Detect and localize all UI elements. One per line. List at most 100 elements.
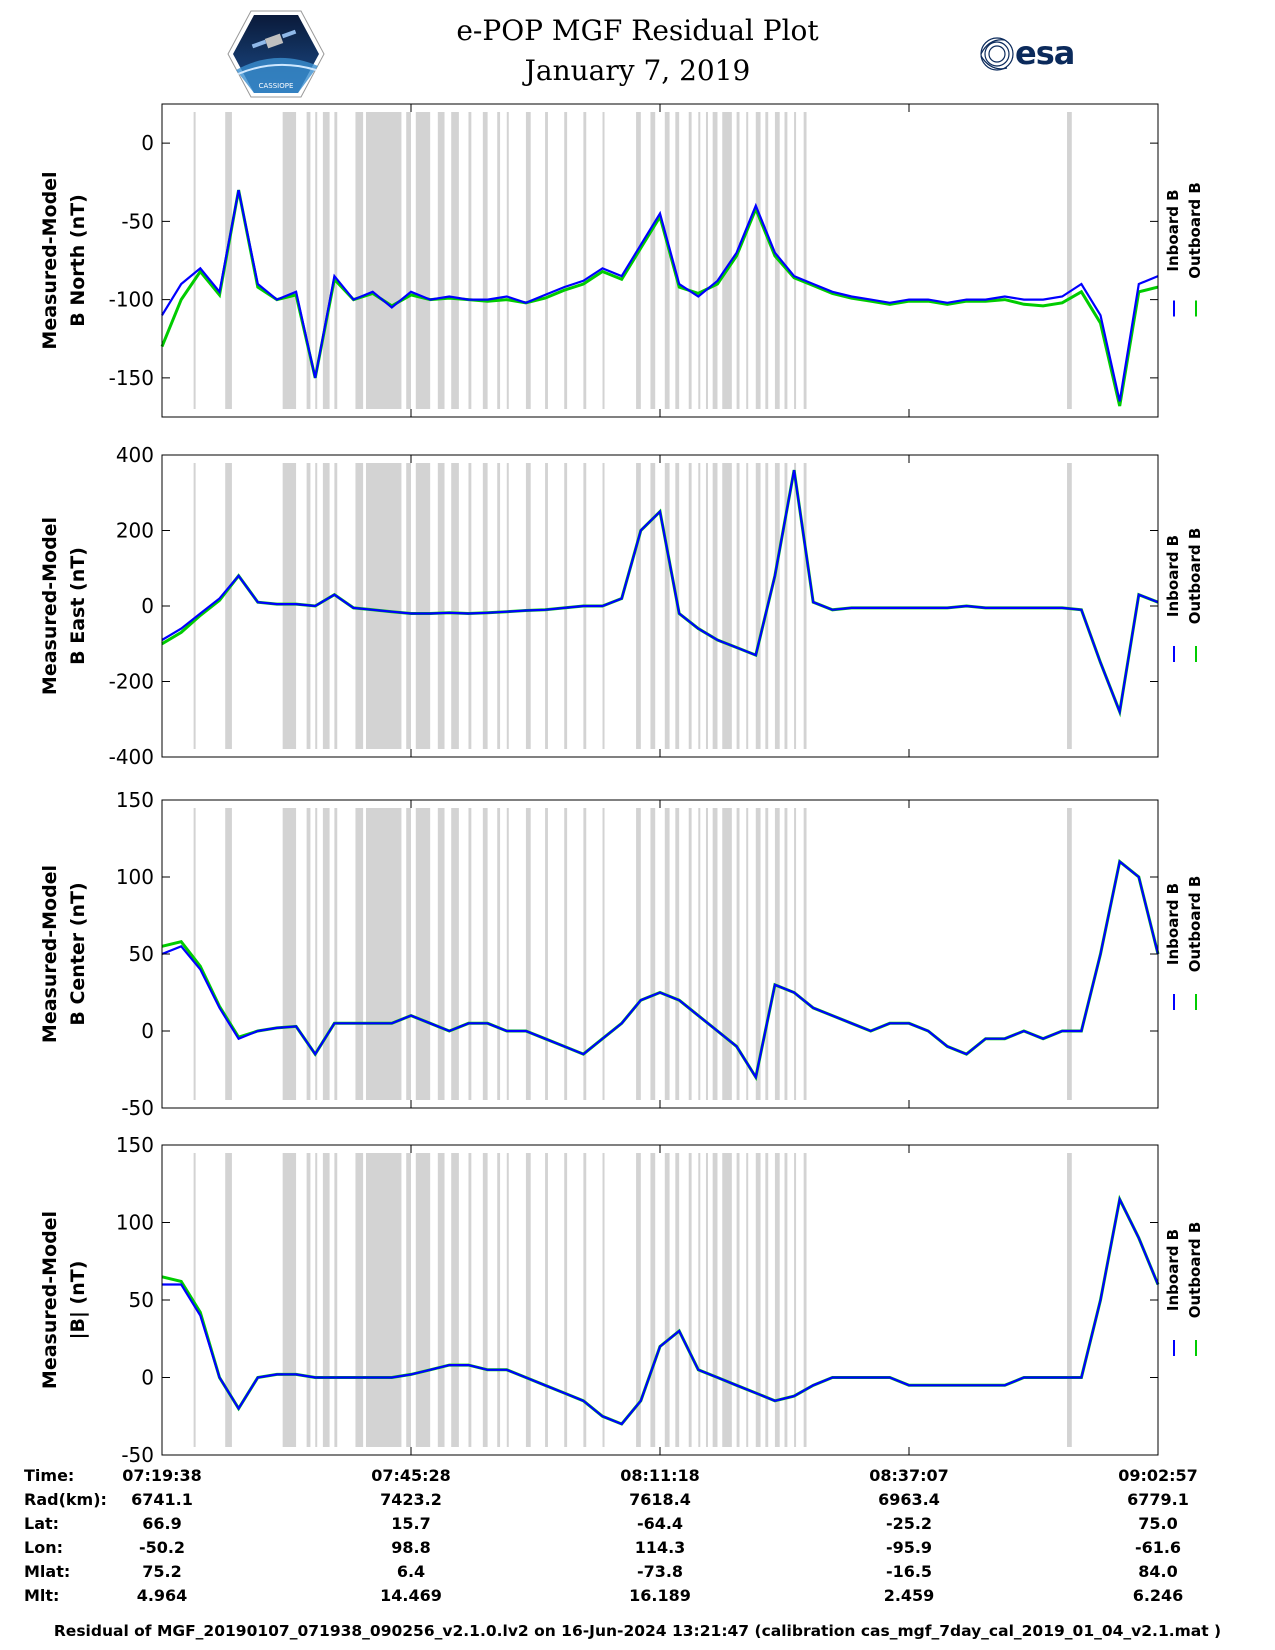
data-gap-band xyxy=(482,808,488,1100)
data-gap-band xyxy=(602,808,605,1100)
data-gap-band xyxy=(355,463,364,749)
data-gap-band xyxy=(705,808,708,1100)
data-gap-band xyxy=(365,463,402,749)
panel-4: 150 100 50 0 -50 Measured-Model |B| (nT) Inboar… xyxy=(39,1133,1204,1467)
data-gap-band xyxy=(636,1153,641,1447)
data-gap-band xyxy=(650,808,656,1100)
data-gap-band xyxy=(583,808,587,1100)
y-tick-label: -100 xyxy=(109,288,154,312)
data-gap-band xyxy=(765,112,769,409)
footer-caption: Residual of MGF_20190107_071938_090256_v… xyxy=(53,1622,1222,1640)
data-gap-band xyxy=(1067,463,1072,749)
y-axis-label: B North (nT) xyxy=(67,194,89,327)
data-gap-band xyxy=(794,463,797,749)
data-gap-band xyxy=(334,1153,338,1447)
data-gap-band xyxy=(525,463,531,749)
cassiope-logo: CASSIOPE xyxy=(226,8,326,100)
data-gap-band xyxy=(468,463,472,749)
data-gap-band xyxy=(415,463,431,749)
data-gap-band xyxy=(282,112,297,409)
data-gap-band xyxy=(602,1153,605,1447)
data-gap-band xyxy=(583,112,587,409)
data-gap-band xyxy=(784,1153,788,1447)
data-gap-band xyxy=(365,808,402,1100)
outboard-legend-label: Outboard B xyxy=(1186,182,1204,279)
data-gap-band xyxy=(698,112,701,409)
page-header: CASSIOPE e-POP MGF Residual Plot January… xyxy=(0,0,1275,100)
data-gap-band xyxy=(406,808,411,1100)
y-tick-label: 0 xyxy=(141,1366,154,1390)
data-gap-band xyxy=(334,463,338,749)
data-gap-band xyxy=(636,463,641,749)
data-gap-band xyxy=(315,808,318,1100)
data-gap-band xyxy=(675,1153,680,1447)
data-gap-band xyxy=(602,112,605,409)
data-gap-band xyxy=(746,112,749,409)
panel-2: 400 200 0 -200 -400 Measured-Model B East (nT)… xyxy=(39,443,1204,769)
data-gap-band xyxy=(698,1153,701,1447)
y-tick-label: -50 xyxy=(121,209,154,233)
data-gap-band xyxy=(437,112,445,409)
data-gap-band xyxy=(497,112,501,409)
data-gap-band xyxy=(736,112,740,409)
data-gap-band xyxy=(698,463,701,749)
data-gap-band xyxy=(334,808,338,1100)
data-gap-band xyxy=(722,112,732,409)
data-gap-band xyxy=(525,112,531,409)
inboard-series-line xyxy=(161,189,1159,402)
data-gap-band xyxy=(774,463,780,749)
y-tick-label: 150 xyxy=(116,788,154,812)
chart-title: e-POP MGF Residual Plot xyxy=(456,14,819,47)
data-gap-band xyxy=(722,1153,732,1447)
data-gap-band xyxy=(675,808,680,1100)
plot-frame xyxy=(161,103,1159,418)
data-gap-band xyxy=(664,463,670,749)
data-gap-band xyxy=(698,808,701,1100)
data-gap-band xyxy=(664,808,670,1100)
data-gap-band xyxy=(712,112,718,409)
data-gap-band xyxy=(525,808,531,1100)
data-gap-band xyxy=(315,1153,318,1447)
y-axis-label: Measured-Model xyxy=(39,1211,61,1389)
data-gap-band xyxy=(664,1153,670,1447)
data-gap-band xyxy=(506,112,509,409)
y-tick-label: -50 xyxy=(121,1443,154,1467)
data-gap-band xyxy=(688,463,692,749)
data-gap-band xyxy=(688,1153,692,1447)
data-gap-band xyxy=(506,1153,509,1447)
y-tick-label: 50 xyxy=(129,1288,154,1312)
y-tick-label: -400 xyxy=(109,745,154,769)
data-gap-band xyxy=(746,808,749,1100)
esa-logo: esa xyxy=(975,34,1095,74)
data-gap-band xyxy=(315,112,318,409)
data-gap-band xyxy=(225,112,232,409)
data-gap-band xyxy=(736,808,740,1100)
data-gap-band xyxy=(705,1153,708,1447)
y-axis-label: Measured-Model xyxy=(39,517,61,695)
y-tick-label: 0 xyxy=(141,1019,154,1043)
data-gap-band xyxy=(468,808,472,1100)
y-axis-label: Measured-Model xyxy=(39,865,61,1043)
data-gap-band xyxy=(545,808,548,1100)
data-gap-band xyxy=(688,112,692,409)
data-gap-band xyxy=(705,112,708,409)
data-gap-band xyxy=(784,463,788,749)
plot-frame xyxy=(161,799,1159,1109)
data-gap-band xyxy=(755,463,761,749)
inboard-legend-label: Inboard B xyxy=(1164,883,1182,965)
data-gap-band xyxy=(675,112,680,409)
data-gap-band xyxy=(334,112,338,409)
y-tick-label: -150 xyxy=(109,366,154,390)
data-gap-band xyxy=(225,463,232,749)
data-gap-band xyxy=(765,1153,769,1447)
data-gap-band xyxy=(774,1153,780,1447)
data-gap-band xyxy=(650,463,656,749)
data-gap-band xyxy=(545,463,548,749)
data-gap-band xyxy=(451,808,459,1100)
data-gap-band xyxy=(794,112,797,409)
data-gap-band xyxy=(650,112,656,409)
outboard-legend-label: Outboard B xyxy=(1186,528,1204,625)
data-gap-band xyxy=(322,808,330,1100)
data-gap-band xyxy=(1067,1153,1072,1447)
